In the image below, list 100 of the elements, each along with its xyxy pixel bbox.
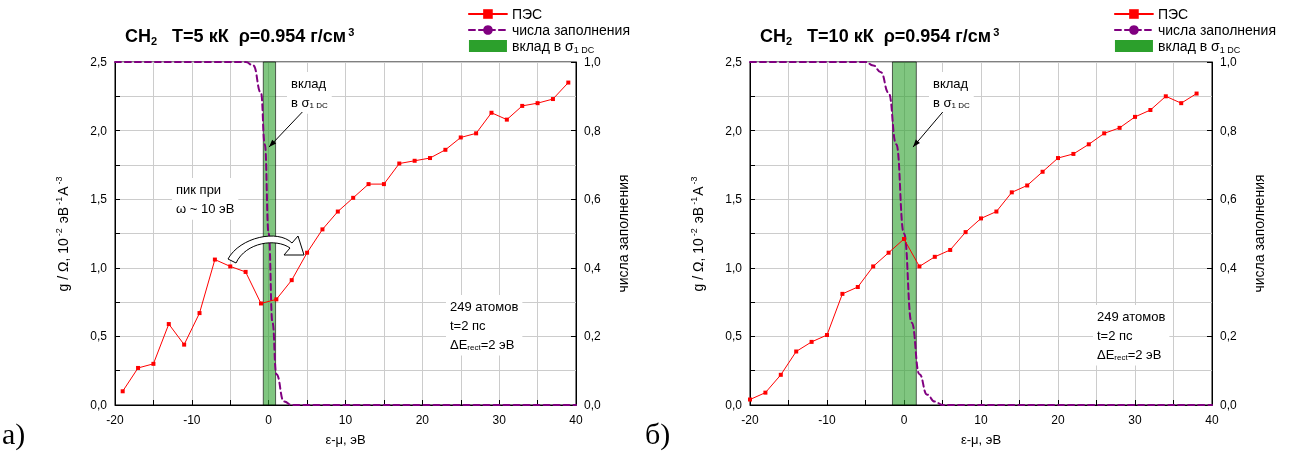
point <box>412 158 417 163</box>
x-axis-title: ε-μ, эВ <box>325 432 366 447</box>
y2-tick-label: 0,6 <box>1220 192 1238 207</box>
y-axis-title: g / Ω, 10-2 эВ-1A-3 <box>689 176 706 292</box>
point <box>305 250 310 255</box>
point <box>809 339 814 344</box>
point <box>1117 125 1122 130</box>
point <box>258 301 263 306</box>
point <box>902 236 906 241</box>
point <box>136 365 141 370</box>
point <box>458 135 463 140</box>
point <box>979 216 983 221</box>
x-tick-label: 30 <box>492 413 507 427</box>
legend-label: ПЭС <box>511 6 543 22</box>
point <box>1040 169 1045 174</box>
point <box>197 311 202 316</box>
point <box>855 285 860 290</box>
point <box>474 131 479 136</box>
point <box>504 117 509 122</box>
y-tick-label: 2,5 <box>90 55 108 69</box>
point <box>166 322 171 327</box>
y2-tick-label: 0,8 <box>1220 123 1238 138</box>
x-tick-label: 0 <box>265 413 273 427</box>
point <box>840 291 845 296</box>
point <box>1071 151 1076 156</box>
y2-tick-label: 0,2 <box>584 329 602 344</box>
point <box>1009 190 1014 195</box>
point <box>550 97 555 102</box>
y-tick-label: 2,5 <box>725 55 743 69</box>
y2-tick-label: 0,0 <box>1220 398 1238 412</box>
legend-label: числа заполнения <box>1157 22 1276 38</box>
y-tick-label: 1,0 <box>90 260 108 275</box>
annotation: пик при ω ~ 10 эВ <box>176 181 235 216</box>
point <box>1133 114 1137 119</box>
point <box>397 161 402 166</box>
point <box>366 182 371 187</box>
point <box>120 389 125 394</box>
y-tick-label: 1,5 <box>90 192 108 207</box>
x-tick-label: 20 <box>1051 413 1065 427</box>
point <box>871 264 876 269</box>
point <box>381 182 386 187</box>
point <box>535 101 540 106</box>
point <box>948 247 953 252</box>
x-tick-label: -10 <box>818 413 836 427</box>
y2-axis-title: числа заполнения <box>1251 174 1267 293</box>
x-tick-label: 40 <box>1205 413 1219 427</box>
point <box>794 349 799 354</box>
y2-tick-label: 0,4 <box>584 260 602 275</box>
point <box>932 254 937 259</box>
y-tick-label: 0,5 <box>725 329 743 344</box>
text: а) <box>2 416 26 451</box>
x-tick-label: -20 <box>106 413 124 427</box>
point <box>1102 131 1107 136</box>
point <box>151 361 156 366</box>
y2-axis-title: числа заполнения <box>615 174 631 293</box>
point <box>1148 108 1153 113</box>
point <box>825 333 829 338</box>
point <box>1056 156 1060 161</box>
point <box>289 278 294 283</box>
point <box>994 209 999 214</box>
x-tick-label: 0 <box>900 413 908 427</box>
legend-label: ПЭС <box>1157 6 1189 22</box>
point <box>886 250 891 255</box>
x-tick-label: -10 <box>183 413 201 427</box>
point <box>212 257 217 262</box>
y2-tick-label: 0,8 <box>584 123 602 138</box>
point <box>274 297 279 302</box>
point <box>520 103 525 108</box>
x-tick-label: 10 <box>974 413 988 427</box>
y-tick-label: 0,0 <box>90 398 108 412</box>
x-tick-label: 30 <box>1128 413 1142 427</box>
point <box>1179 101 1184 106</box>
x-tick-label: 20 <box>415 413 430 427</box>
point <box>1025 183 1030 188</box>
point <box>1163 94 1168 99</box>
y2-tick-label: 0,0 <box>584 398 602 412</box>
y2-tick-label: 1,0 <box>1220 55 1238 69</box>
point <box>351 195 356 200</box>
y2-tick-label: 0,2 <box>1220 329 1238 344</box>
y-tick-label: 1,0 <box>725 260 743 275</box>
x-tick-label: -20 <box>741 413 759 427</box>
y-tick-label: 1,5 <box>725 192 743 207</box>
point <box>243 269 248 274</box>
point <box>489 110 494 115</box>
y2-tick-label: 0,6 <box>584 192 602 207</box>
y-tick-label: 0,5 <box>90 329 108 344</box>
y2-tick-label: 0,4 <box>1220 260 1238 275</box>
y-axis-title: g / Ω, 10-2 эВ-1A-3 <box>54 176 71 292</box>
y-tick-label: 2,0 <box>725 123 743 138</box>
point <box>320 227 325 232</box>
point <box>748 397 752 402</box>
point <box>428 156 433 161</box>
y2-tick-label: 1,0 <box>584 55 602 69</box>
point <box>1194 91 1199 96</box>
point <box>566 80 571 85</box>
legend-label: числа заполнения <box>511 22 630 38</box>
point <box>778 372 783 377</box>
text: б) <box>645 416 671 451</box>
point <box>228 264 233 269</box>
point <box>443 147 448 152</box>
